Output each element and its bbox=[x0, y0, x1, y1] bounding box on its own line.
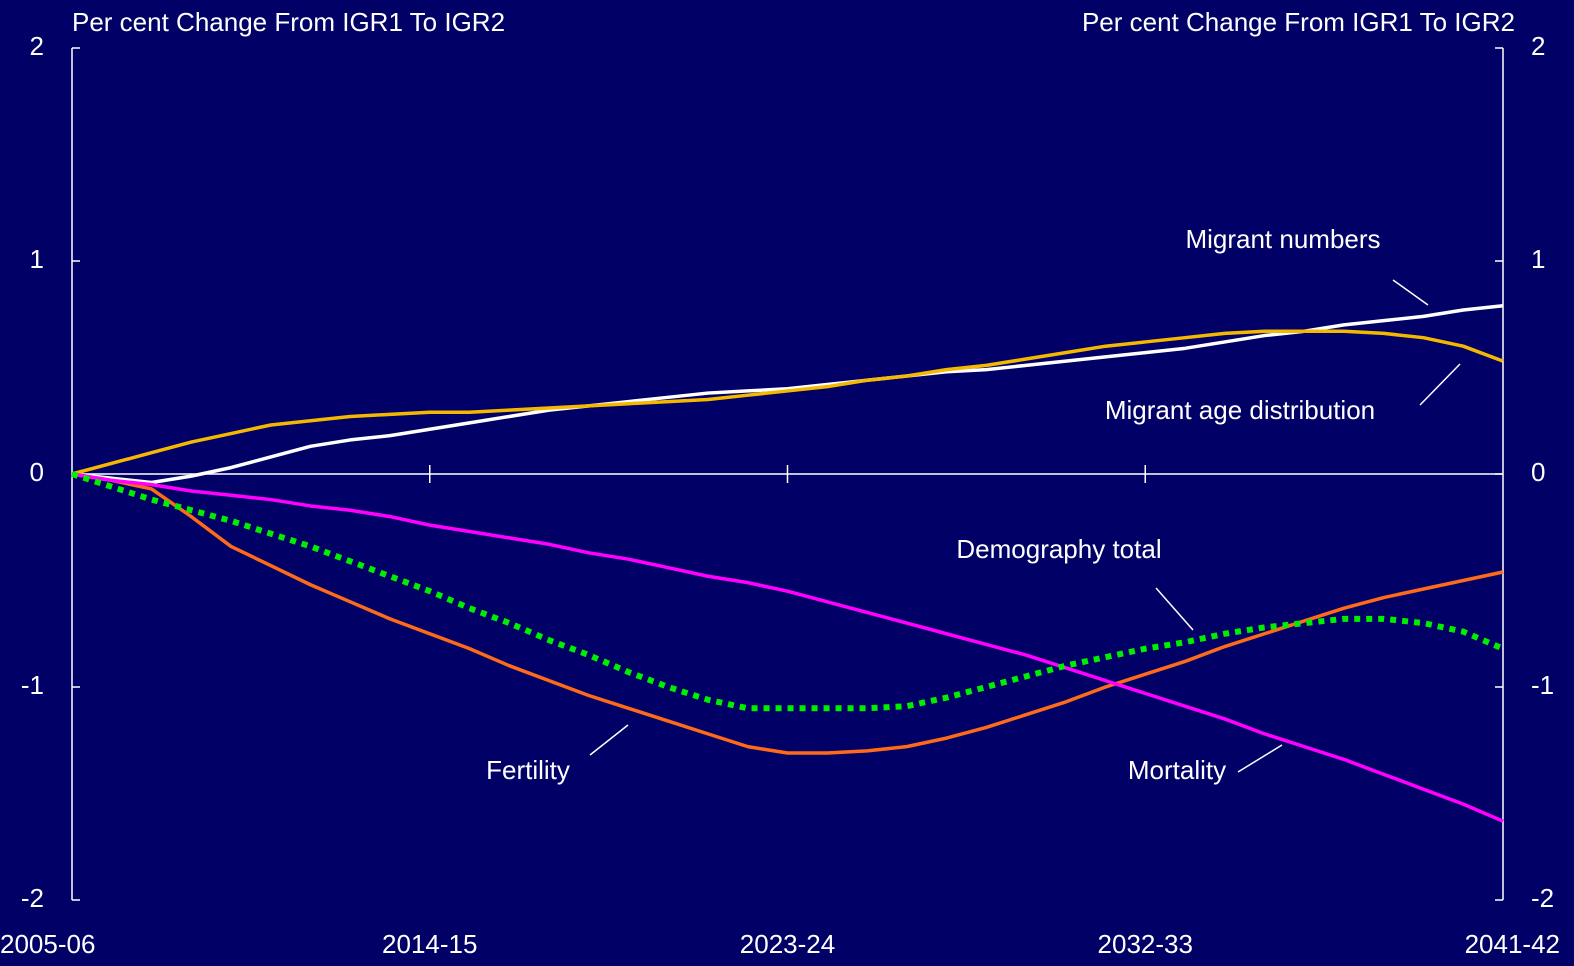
y2-tick-label: 1 bbox=[1531, 244, 1545, 274]
y-tick-label: -2 bbox=[21, 883, 44, 913]
x-tick-label: 2014-15 bbox=[382, 929, 477, 959]
x-tick-label: 2041-42 bbox=[1465, 929, 1560, 959]
x-tick-label: 2005-06 bbox=[0, 929, 95, 959]
series-line bbox=[71, 471, 1505, 712]
leader-line bbox=[1419, 363, 1461, 406]
leader-line bbox=[1392, 279, 1429, 306]
series-line bbox=[71, 303, 1504, 485]
series-label: Mortality bbox=[1128, 755, 1226, 785]
series-line bbox=[71, 472, 1504, 823]
series-label: Migrant numbers bbox=[1185, 224, 1380, 254]
y2-tick-label: 2 bbox=[1531, 31, 1545, 61]
y2-tick-label: -2 bbox=[1531, 883, 1554, 913]
y-tick-label: 2 bbox=[30, 31, 44, 61]
leader-line bbox=[589, 724, 629, 756]
y2-axis-label: Per cent Change From IGR1 To IGR2 bbox=[1082, 7, 1515, 37]
y2-tick-label: -1 bbox=[1531, 670, 1554, 700]
series-line bbox=[71, 472, 1504, 755]
series-line bbox=[71, 329, 1504, 476]
series-label: Migrant age distribution bbox=[1105, 395, 1375, 425]
series-label: Demography total bbox=[956, 534, 1161, 564]
x-tick-label: 2023-24 bbox=[740, 929, 835, 959]
y-tick-label: 1 bbox=[30, 244, 44, 274]
series-label: Fertility bbox=[486, 755, 570, 785]
leader-line bbox=[1237, 744, 1283, 773]
y-tick-label: 0 bbox=[30, 457, 44, 487]
leader-line bbox=[1155, 587, 1194, 631]
x-tick-label: 2032-33 bbox=[1098, 929, 1193, 959]
y2-tick-label: 0 bbox=[1531, 457, 1545, 487]
y-tick-label: -1 bbox=[21, 670, 44, 700]
leader-lines bbox=[589, 279, 1461, 773]
y-axis-label: Per cent Change From IGR1 To IGR2 bbox=[72, 7, 505, 37]
